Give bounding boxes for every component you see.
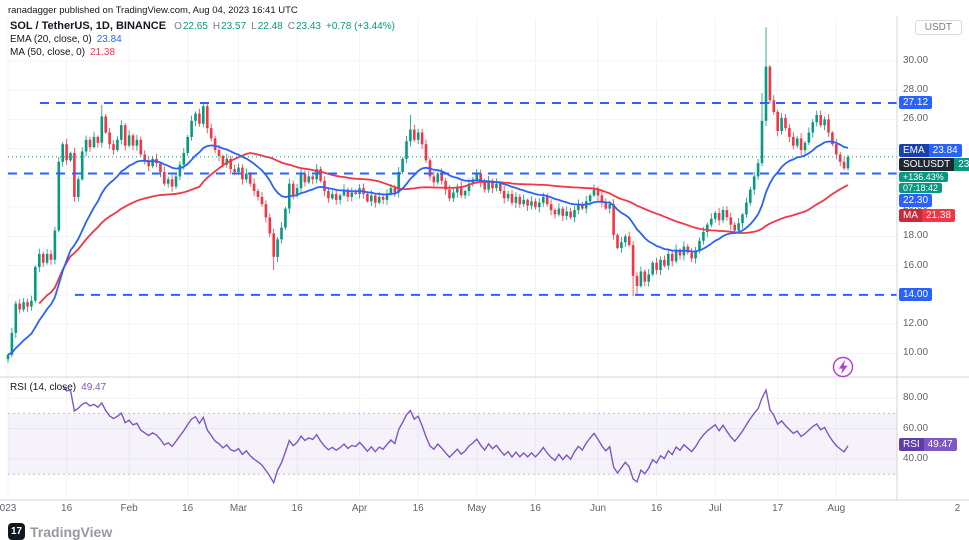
ohlc-high: H 23.57 <box>212 20 247 32</box>
currency-label[interactable]: USDT <box>914 20 962 35</box>
ma-line <box>38 152 849 305</box>
rsi-band <box>8 412 897 475</box>
ema-legend-label[interactable]: EMA (20, close, 0) <box>10 34 92 45</box>
rsi-legend-value: 49.47 <box>81 382 107 393</box>
ema-line <box>7 140 849 356</box>
ohlc-close: C 23.43 <box>287 20 321 32</box>
candles-layer <box>6 27 850 363</box>
rsi-legend-label[interactable]: RSI (14, close) <box>10 382 77 393</box>
main-legend: SOL / TetherUS, 1D, BINANCE O 22.65 H 23.5… <box>10 20 395 60</box>
grid <box>7 18 897 497</box>
change-value: +0.78 (+3.44%) <box>326 20 395 32</box>
ma-legend-label[interactable]: MA (50, close, 0) <box>10 47 86 58</box>
symbol-title[interactable]: SOL / TetherUS, 1D, BINANCE <box>10 20 167 32</box>
rsi-legend: RSI (14, close) 49.47 <box>10 382 106 395</box>
lightning-boost-icon[interactable] <box>832 356 854 378</box>
ohlc-open: O 22.65 <box>174 20 208 32</box>
ema-legend-value: 23.84 <box>96 34 122 45</box>
rsi-line <box>62 385 849 485</box>
attribution-bar: ranadagger published on TradingView.com,… <box>0 0 969 16</box>
ma-legend-value: 21.38 <box>90 47 116 58</box>
attribution-text[interactable]: ranadagger published on TradingView.com,… <box>8 5 298 16</box>
ohlc-low: L 22.48 <box>251 20 283 32</box>
